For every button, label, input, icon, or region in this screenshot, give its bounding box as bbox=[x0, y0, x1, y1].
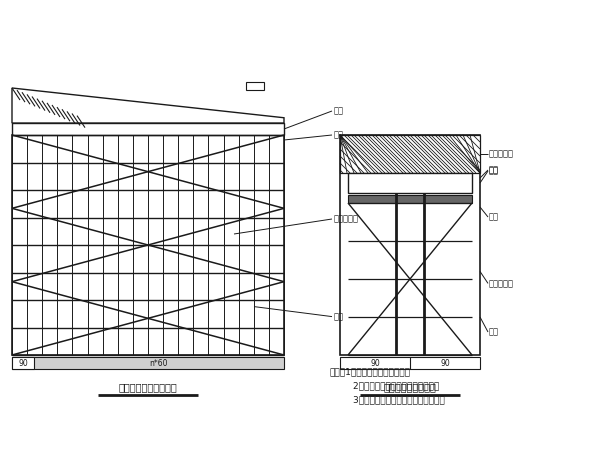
Text: 墩柱: 墩柱 bbox=[489, 328, 499, 337]
Bar bbox=[12, 357, 284, 369]
Text: 纵梁: 纵梁 bbox=[334, 130, 344, 140]
Text: 墩柱: 墩柱 bbox=[334, 312, 344, 321]
Bar bbox=[12, 123, 284, 135]
Bar bbox=[340, 135, 480, 355]
Text: 碗扣式支架: 碗扣式支架 bbox=[489, 279, 514, 288]
Text: 90: 90 bbox=[18, 359, 28, 368]
Text: 说明：1、本图尺寸均以厘米计。: 说明：1、本图尺寸均以厘米计。 bbox=[330, 368, 411, 377]
Bar bbox=[12, 357, 34, 369]
Text: 横梁: 横梁 bbox=[489, 166, 499, 176]
Bar bbox=[340, 135, 480, 173]
Bar bbox=[340, 357, 480, 369]
Bar bbox=[348, 195, 472, 203]
Text: 3、支架高度根据墩柱高度进行调整。: 3、支架高度根据墩柱高度进行调整。 bbox=[330, 396, 445, 405]
Text: 安全防护网: 安全防护网 bbox=[489, 149, 514, 158]
Bar bbox=[12, 135, 284, 355]
Bar bbox=[348, 173, 472, 193]
Text: 碗扣式支架: 碗扣式支架 bbox=[334, 215, 359, 224]
Bar bbox=[246, 82, 264, 90]
Polygon shape bbox=[12, 88, 284, 123]
Text: 90: 90 bbox=[440, 359, 450, 368]
Text: 侧模: 侧模 bbox=[489, 166, 499, 175]
Text: 纵梁: 纵梁 bbox=[489, 212, 499, 221]
Text: 叠梁施工支架横断面图: 叠梁施工支架横断面图 bbox=[119, 382, 178, 392]
Text: 90: 90 bbox=[370, 359, 380, 368]
Text: n*60: n*60 bbox=[150, 359, 168, 368]
Text: 2、支架底都坐在处理好的地基上。: 2、支架底都坐在处理好的地基上。 bbox=[330, 382, 439, 391]
Text: 叠梁施工支架立面图: 叠梁施工支架立面图 bbox=[383, 382, 436, 392]
Text: 横梁: 横梁 bbox=[334, 107, 344, 116]
